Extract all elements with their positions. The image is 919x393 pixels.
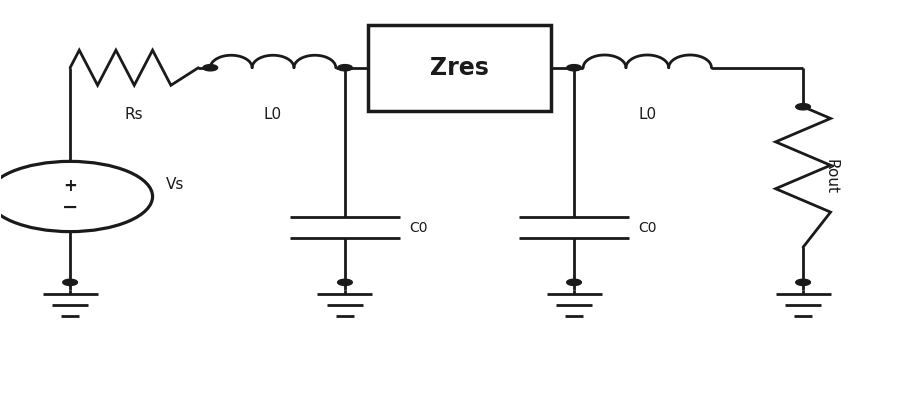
Text: L0: L0 [639,107,656,122]
Text: Rout: Rout [823,160,838,195]
Circle shape [796,279,811,285]
Circle shape [337,64,352,71]
Text: Vs: Vs [166,177,185,192]
Circle shape [203,64,218,71]
Text: Rs: Rs [125,107,143,122]
Text: C0: C0 [638,221,657,235]
Circle shape [796,104,811,110]
Bar [368,25,551,111]
Text: Zres: Zres [430,56,489,80]
Text: L0: L0 [264,107,282,122]
Text: C0: C0 [409,221,427,235]
Circle shape [62,279,77,285]
Circle shape [567,64,582,71]
Text: −: − [62,198,78,217]
Circle shape [567,279,582,285]
Text: +: + [63,177,77,195]
Circle shape [337,279,352,285]
